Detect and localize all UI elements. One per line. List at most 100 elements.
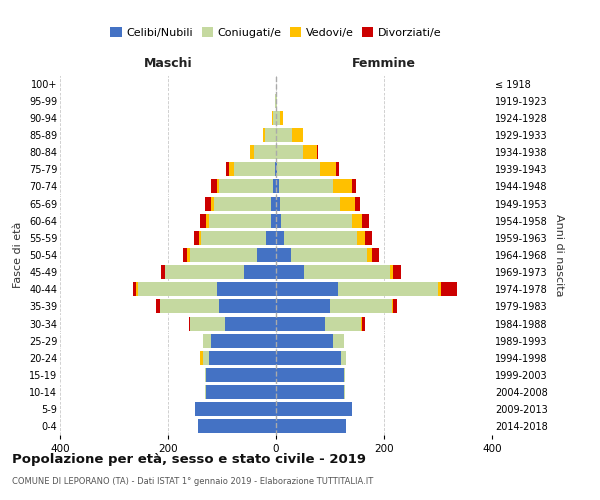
Bar bbox=[155, 300, 160, 314]
Bar bbox=[278, 180, 332, 194]
Text: Maschi: Maschi bbox=[143, 57, 193, 70]
Bar bbox=[330, 300, 392, 314]
Bar bbox=[276, 231, 284, 245]
Bar bbox=[365, 231, 371, 245]
Bar bbox=[276, 196, 280, 210]
Bar bbox=[203, 351, 209, 365]
Bar bbox=[205, 385, 206, 399]
Bar bbox=[276, 420, 346, 434]
Text: Popolazione per età, sesso e stato civile - 2019: Popolazione per età, sesso e stato civil… bbox=[12, 452, 366, 466]
Bar bbox=[274, 111, 276, 125]
Bar bbox=[206, 214, 209, 228]
Bar bbox=[362, 316, 365, 330]
Bar bbox=[367, 248, 372, 262]
Y-axis label: Anni di nascita: Anni di nascita bbox=[554, 214, 564, 296]
Bar bbox=[276, 316, 325, 330]
Bar bbox=[136, 282, 139, 296]
Bar bbox=[280, 196, 340, 210]
Bar bbox=[139, 282, 217, 296]
Bar bbox=[217, 282, 276, 296]
Bar bbox=[340, 196, 355, 210]
Bar bbox=[393, 265, 401, 279]
Bar bbox=[187, 248, 190, 262]
Bar bbox=[271, 196, 276, 210]
Bar bbox=[291, 248, 367, 262]
Bar bbox=[357, 231, 365, 245]
Bar bbox=[438, 282, 440, 296]
Bar bbox=[265, 128, 276, 142]
Legend: Celibi/Nubili, Coniugati/e, Vedovi/e, Divorziati/e: Celibi/Nubili, Coniugati/e, Vedovi/e, Di… bbox=[106, 23, 446, 42]
Bar bbox=[250, 145, 254, 159]
Bar bbox=[341, 351, 346, 365]
Bar bbox=[338, 282, 438, 296]
Bar bbox=[372, 248, 379, 262]
Bar bbox=[199, 231, 202, 245]
Bar bbox=[217, 180, 220, 194]
Bar bbox=[272, 111, 274, 125]
Bar bbox=[161, 265, 166, 279]
Text: COMUNE DI LEPORANO (TA) - Dati ISTAT 1° gennaio 2019 - Elaborazione TUTTITALIA.I: COMUNE DI LEPORANO (TA) - Dati ISTAT 1° … bbox=[12, 478, 373, 486]
Bar bbox=[209, 351, 276, 365]
Bar bbox=[190, 248, 257, 262]
Bar bbox=[166, 265, 244, 279]
Bar bbox=[343, 368, 344, 382]
Bar bbox=[281, 214, 352, 228]
Bar bbox=[276, 402, 352, 416]
Bar bbox=[362, 214, 369, 228]
Bar bbox=[235, 162, 275, 176]
Bar bbox=[220, 300, 276, 314]
Bar bbox=[352, 180, 356, 194]
Bar bbox=[225, 316, 276, 330]
Bar bbox=[277, 162, 320, 176]
Bar bbox=[361, 316, 362, 330]
Text: Femmine: Femmine bbox=[352, 57, 416, 70]
Bar bbox=[337, 162, 339, 176]
Bar bbox=[206, 385, 276, 399]
Bar bbox=[284, 231, 357, 245]
Bar bbox=[160, 300, 220, 314]
Bar bbox=[205, 368, 206, 382]
Bar bbox=[304, 265, 391, 279]
Bar bbox=[276, 248, 291, 262]
Bar bbox=[263, 128, 265, 142]
Bar bbox=[393, 300, 397, 314]
Bar bbox=[391, 265, 393, 279]
Bar bbox=[194, 231, 199, 245]
Y-axis label: Fasce di età: Fasce di età bbox=[13, 222, 23, 288]
Bar bbox=[226, 162, 229, 176]
Bar bbox=[355, 196, 360, 210]
Bar bbox=[276, 334, 332, 347]
Bar bbox=[276, 180, 278, 194]
Bar bbox=[276, 111, 280, 125]
Bar bbox=[190, 316, 225, 330]
Bar bbox=[266, 231, 276, 245]
Bar bbox=[325, 316, 361, 330]
Bar bbox=[211, 196, 214, 210]
Bar bbox=[209, 214, 271, 228]
Bar bbox=[211, 180, 217, 194]
Bar bbox=[202, 231, 266, 245]
Bar bbox=[214, 196, 271, 210]
Bar bbox=[392, 300, 393, 314]
Bar bbox=[280, 111, 283, 125]
Bar bbox=[440, 282, 457, 296]
Bar bbox=[133, 282, 136, 296]
Bar bbox=[292, 128, 303, 142]
Bar bbox=[275, 162, 276, 176]
Bar bbox=[332, 180, 352, 194]
Bar bbox=[276, 385, 343, 399]
Bar bbox=[211, 334, 276, 347]
Bar bbox=[203, 334, 211, 347]
Bar bbox=[257, 248, 276, 262]
Bar bbox=[182, 248, 187, 262]
Bar bbox=[276, 265, 304, 279]
Bar bbox=[276, 214, 281, 228]
Bar bbox=[276, 351, 341, 365]
Bar bbox=[276, 368, 343, 382]
Bar bbox=[352, 214, 362, 228]
Bar bbox=[276, 145, 303, 159]
Bar bbox=[195, 402, 276, 416]
Bar bbox=[276, 162, 277, 176]
Bar bbox=[274, 180, 276, 194]
Bar bbox=[198, 420, 276, 434]
